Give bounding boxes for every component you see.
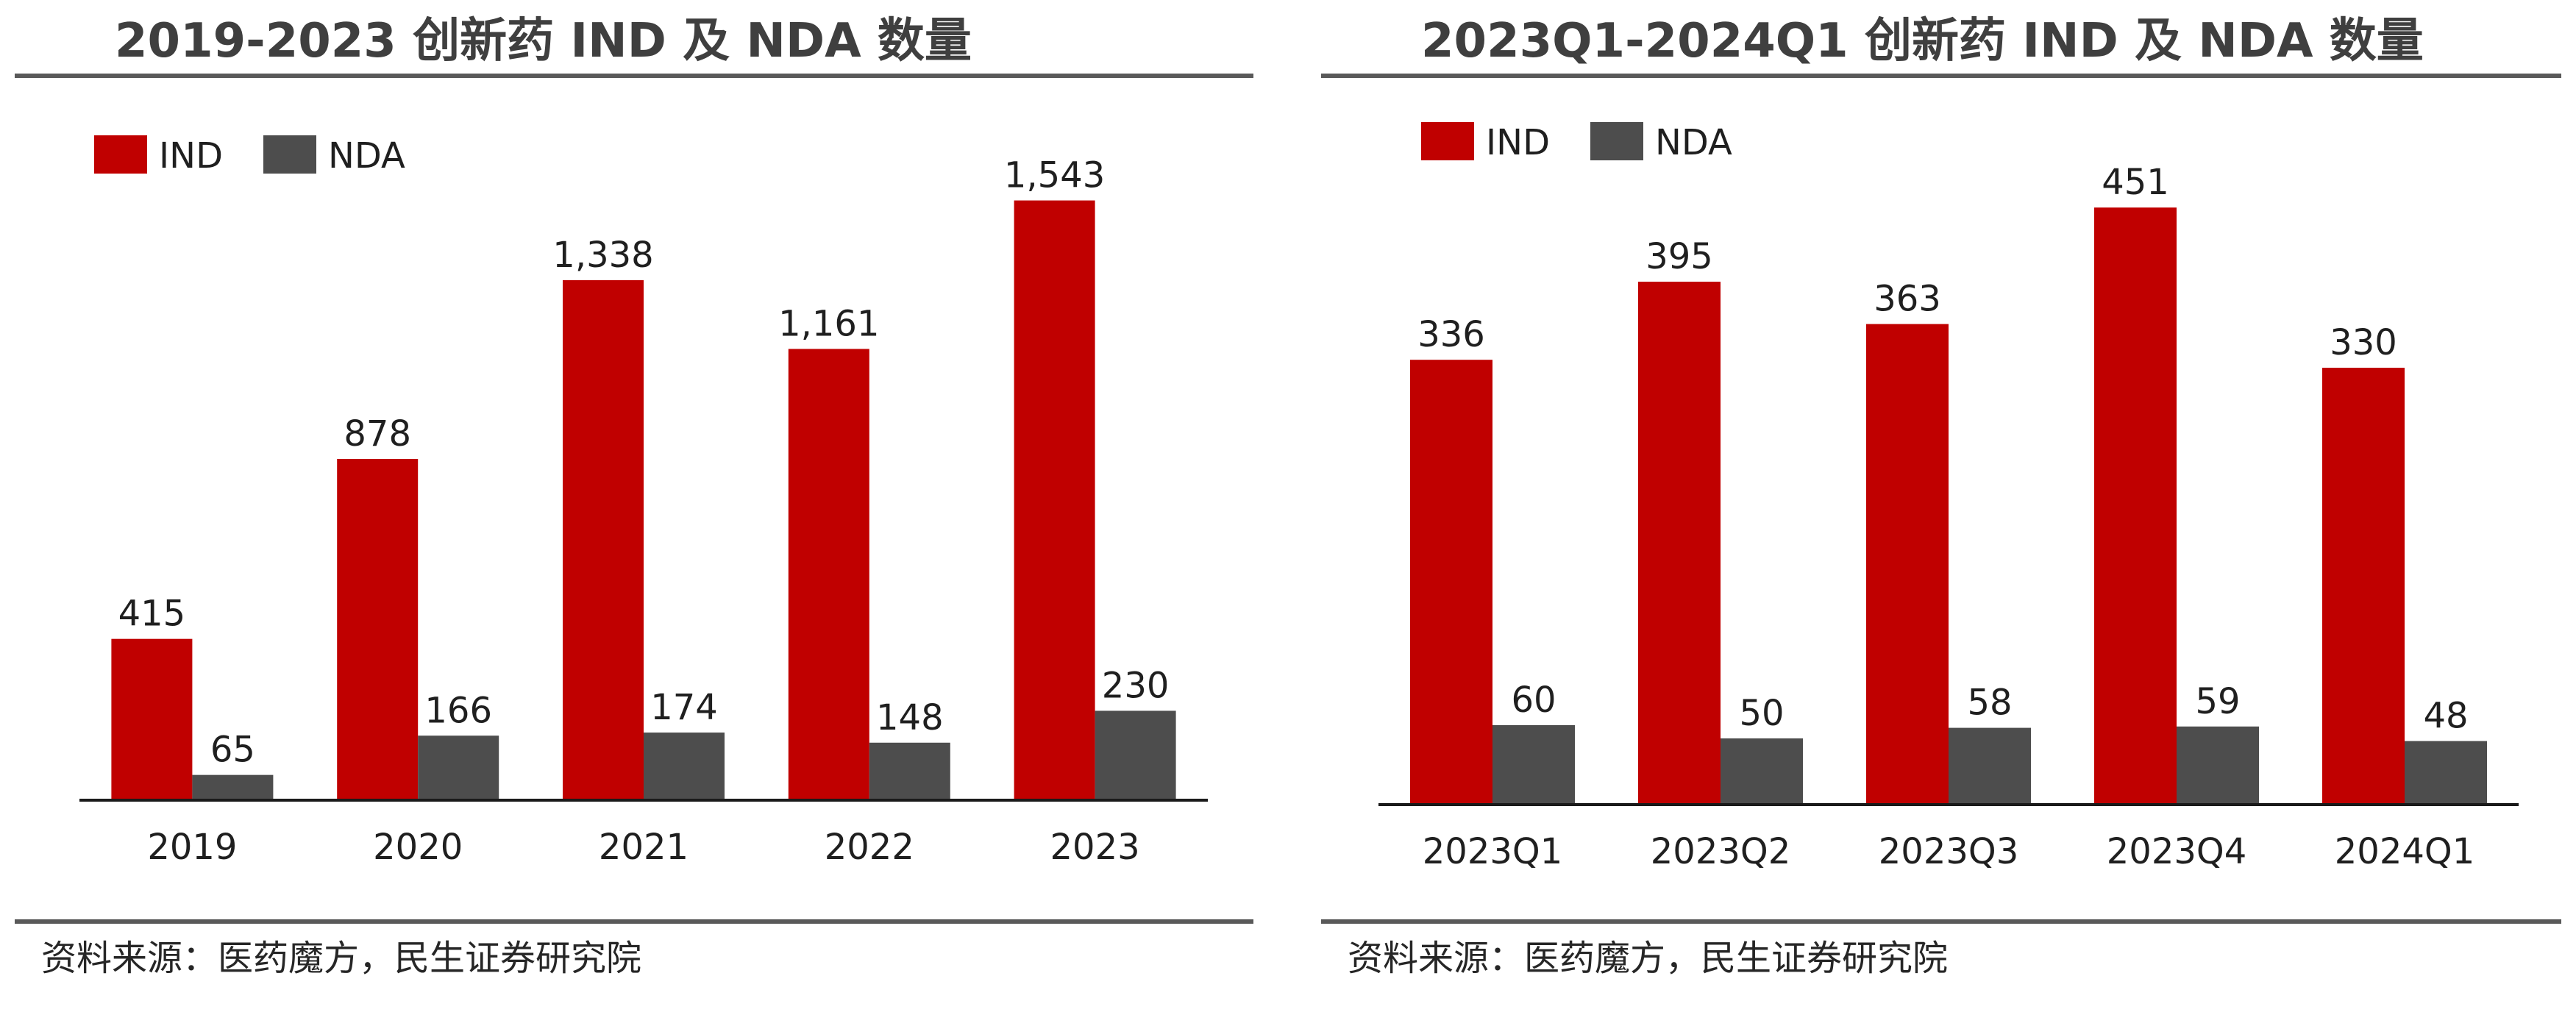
data-label-ind-2021: 1,338 (552, 235, 653, 276)
data-label-ind-2020: 878 (344, 413, 411, 455)
bar-ind-2024q1 (2322, 368, 2405, 805)
bar-ind-2023q4 (2094, 207, 2177, 805)
data-label-ind-2023: 1,543 (1004, 155, 1105, 196)
chart-panel-ind-nda-quarterly: 2023Q1-2024Q1 创新药 IND 及 NDA 数量 IND NDA 336… (1321, 0, 2561, 1012)
title-divider (1321, 74, 2561, 78)
chart-panel-ind-nda-2019-2023: 2019-2023 创新药 IND 及 NDA 数量 IND NDA 415 65 20… (15, 0, 1253, 1012)
bar-nda-2019 (192, 774, 274, 800)
source-note: 资料来源：医药魔方，民生证券研究院 (41, 938, 642, 979)
data-label-ind-2024q1: 330 (2330, 322, 2397, 363)
data-label-nda-2024q1: 48 (2423, 696, 2468, 737)
source-divider (15, 919, 1253, 924)
bar-nda-2023q4 (2177, 726, 2259, 805)
title-divider (15, 74, 1253, 78)
data-label-ind-2022: 1,161 (778, 303, 879, 344)
chart-title: 2019-2023 创新药 IND 及 NDA 数量 (115, 14, 972, 68)
x-tick-label-2024q1: 2024Q1 (2335, 831, 2474, 872)
x-tick-label-2023: 2023 (1050, 827, 1140, 868)
data-label-nda-2023q2: 50 (1739, 693, 1784, 734)
bar-ind-2023q3 (1866, 324, 1949, 805)
legend-swatch-nda (1590, 122, 1643, 160)
source-note: 资料来源：医药魔方，民生证券研究院 (1348, 938, 1949, 979)
data-label-ind-2019: 415 (118, 594, 186, 635)
data-label-ind-2023q1: 336 (1417, 314, 1485, 355)
legend-label-nda: NDA (328, 135, 405, 177)
source-divider (1321, 919, 2561, 924)
data-label-ind-2023q3: 363 (1874, 279, 1941, 320)
x-tick-label-2023q1: 2023Q1 (1423, 831, 1562, 872)
legend-swatch-ind (1421, 122, 1474, 160)
bar-nda-2024q1 (2405, 741, 2487, 805)
x-tick-label-2022: 2022 (825, 827, 914, 868)
x-tick-label-2020: 2020 (373, 827, 463, 868)
legend-swatch-nda (263, 135, 316, 174)
x-tick-label-2023q3: 2023Q3 (1879, 831, 2018, 872)
x-tick-label-2023q4: 2023Q4 (2107, 831, 2246, 872)
bar-chart-2019-2023: IND NDA 415 65 2019 878 166 2020 1,338 174 2021 1,1… (79, 135, 1208, 868)
data-label-ind-2023q2: 395 (1645, 236, 1713, 277)
bar-nda-2023q1 (1492, 725, 1575, 805)
bar-nda-2020 (418, 735, 499, 800)
data-label-nda-2021: 174 (650, 687, 718, 728)
bar-ind-2023q2 (1638, 282, 1721, 805)
bar-ind-2023q1 (1410, 360, 1492, 805)
data-label-ind-2023q4: 451 (2102, 162, 2169, 203)
bar-ind-2023 (1014, 200, 1095, 801)
bar-nda-2022 (869, 742, 950, 800)
data-label-nda-2019: 65 (210, 730, 255, 771)
bar-ind-2019 (111, 638, 193, 800)
x-tick-label-2023q2: 2023Q2 (1651, 831, 1790, 872)
data-label-nda-2023q3: 58 (1967, 683, 2012, 724)
data-label-nda-2023q1: 60 (1511, 680, 1556, 721)
data-label-nda-2020: 166 (424, 690, 492, 731)
legend-swatch-ind (94, 135, 147, 174)
data-label-nda-2022: 148 (876, 697, 944, 738)
data-label-nda-2023q4: 59 (2195, 681, 2240, 722)
bar-ind-2020 (337, 458, 419, 800)
bar-nda-2021 (644, 733, 725, 800)
bar-chart-2023q1-2024q1: IND NDA 336 60 2023Q1 395 50 2023Q2 363 58 2023Q3 4… (1378, 122, 2519, 872)
data-label-nda-2023: 230 (1102, 665, 1170, 706)
x-tick-label-2019: 2019 (147, 827, 237, 868)
bar-nda-2023q2 (1721, 738, 1803, 805)
legend-label-ind: IND (1486, 122, 1550, 163)
legend-label-ind: IND (159, 135, 223, 177)
bar-nda-2023q3 (1949, 727, 2031, 805)
chart-title: 2023Q1-2024Q1 创新药 IND 及 NDA 数量 (1421, 14, 2424, 68)
bar-ind-2022 (788, 349, 869, 800)
x-tick-label-2021: 2021 (599, 827, 689, 868)
bar-ind-2021 (563, 279, 644, 800)
legend-label-nda: NDA (1655, 122, 1732, 163)
bar-nda-2023 (1095, 710, 1176, 800)
